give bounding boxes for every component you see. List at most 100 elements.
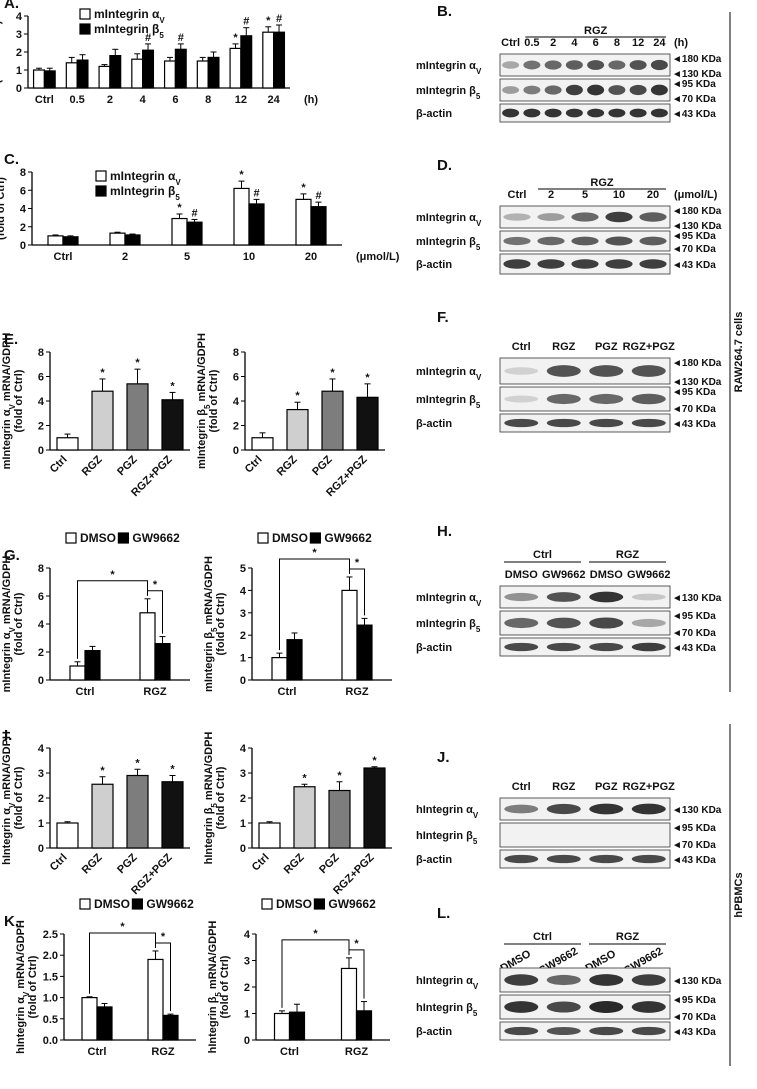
bar [91, 783, 114, 849]
bar [32, 69, 45, 89]
size-marker: ◄95 KDa [672, 79, 716, 90]
panel-label-J: J. [437, 749, 450, 766]
blot-strip [499, 78, 671, 102]
band [631, 593, 666, 601]
size-marker: ◄43 KDa [672, 1027, 716, 1038]
y-tick-label: 3 [38, 768, 44, 780]
band [629, 84, 647, 96]
y-axis-label: mIntegrin β5 mRNA/GDPH [203, 556, 219, 692]
legend-swatch [313, 898, 325, 910]
chart-E1: E. 0 2 4 6 8 mIntegrin αV mRNA/GDPH (fold of Ct… [1, 331, 190, 499]
size-marker: ◄180 KDa [672, 358, 722, 369]
legend-entry: mIntegrin αV [94, 7, 165, 25]
panel-label-F: F. [437, 309, 449, 326]
band [546, 974, 581, 986]
x-tick-label: RGZ [282, 851, 307, 876]
band [631, 393, 666, 405]
x-unit-label: (μmol/L) [356, 251, 400, 263]
y-tick-label: 4 [16, 11, 23, 23]
bar [293, 786, 316, 849]
x-tick-label: 5 [184, 251, 190, 263]
bar [142, 49, 155, 89]
legend-swatch [79, 898, 91, 910]
size-marker: ◄70 KDa [672, 404, 716, 415]
band [639, 259, 667, 269]
row-label: β-actin [416, 418, 452, 430]
chart-C: C.02468mRNA/GDPH(fold of Ctrl)Ctrl251020… [0, 151, 400, 263]
band [631, 1026, 666, 1036]
band [504, 367, 539, 375]
bar [98, 65, 111, 89]
size-marker: ◄130 KDa [672, 221, 722, 232]
y-tick-label: 2 [240, 793, 246, 805]
bar [286, 639, 303, 681]
legend-entry: GW9662 [324, 531, 372, 545]
bar [341, 589, 358, 681]
band [589, 591, 624, 603]
unit-label: (h) [674, 37, 688, 49]
y-tick-label: 0 [244, 1035, 250, 1047]
band [605, 236, 633, 246]
significance-mark: * [153, 579, 158, 591]
chart-I1: I. 0 1 2 3 4 hIntegrin αV mRNA/GDPH (fold of Ct… [1, 727, 190, 897]
band [502, 108, 520, 118]
lane-label: Ctrl [512, 341, 531, 353]
y-axis-label: hIntegrin αV mRNA/GDPH [1, 731, 17, 865]
band [544, 60, 562, 70]
bar [161, 781, 184, 849]
band [504, 804, 539, 814]
y-tick-label: 2 [38, 421, 44, 433]
y-axis-label: (fold of Ctrl) [0, 177, 7, 240]
row-label: mIntegrin αV [416, 212, 482, 228]
band [523, 60, 541, 70]
bar [154, 642, 171, 681]
y-tick-label: 3 [240, 768, 246, 780]
x-tick-label: RGZ [275, 453, 300, 478]
row-label: mIntegrin αV [416, 366, 482, 382]
size-marker: ◄43 KDa [672, 855, 716, 866]
bar [139, 612, 156, 681]
band [504, 854, 539, 864]
y-tick-label: 0 [16, 83, 22, 95]
bar [126, 774, 149, 849]
size-marker: ◄95 KDa [672, 231, 716, 242]
band [571, 259, 599, 269]
significance-mark: * [302, 772, 307, 784]
band [589, 365, 624, 377]
row-label: hIntegrin β5 [416, 830, 478, 846]
cell-type-text: RAW264.7 cells [733, 312, 745, 393]
significance-bracket [348, 949, 365, 999]
band [608, 60, 626, 70]
y-tick-label: 2.0 [43, 950, 58, 962]
x-tick-label: Ctrl [280, 1046, 299, 1058]
bar [240, 35, 253, 89]
y-tick-label: 0 [38, 445, 44, 457]
band [571, 236, 599, 246]
x-tick-label: Ctrl [76, 686, 95, 698]
legend-swatch [65, 532, 77, 544]
significance-mark: * [337, 770, 342, 782]
band [587, 60, 605, 70]
band [631, 365, 666, 377]
y-tick-label: 2.5 [43, 929, 58, 941]
row-label: mIntegrin β5 [416, 85, 481, 101]
unit-label: (μmol/L) [674, 189, 718, 201]
bar [271, 656, 288, 681]
band [502, 86, 520, 94]
size-marker: ◄95 KDa [672, 995, 716, 1006]
y-tick-label: 2 [244, 982, 250, 994]
y-tick-label: 8 [38, 563, 44, 575]
legend-swatch [79, 8, 91, 20]
y-tick-label: 1 [240, 653, 246, 665]
bar [356, 396, 379, 451]
band [565, 108, 583, 118]
lane-label: RGZ [552, 341, 576, 353]
blot-strip [499, 413, 671, 433]
band [631, 854, 666, 864]
significance-mark: * [313, 928, 318, 940]
y-tick-label: 2 [38, 793, 44, 805]
x-unit-label: (h) [304, 94, 318, 106]
y-tick-label: 6 [233, 372, 239, 384]
